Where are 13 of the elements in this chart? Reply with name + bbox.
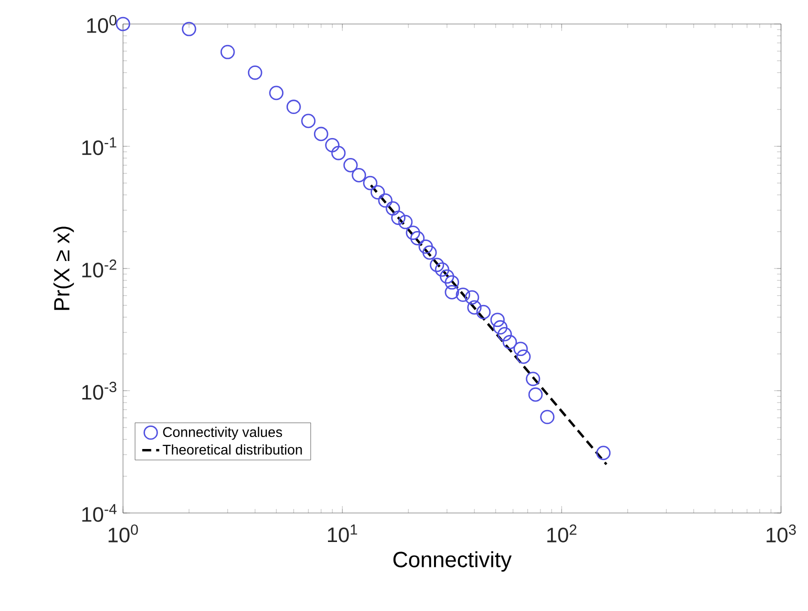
x-axis-title: Connectivity (393, 551, 512, 572)
y-tick-label: 10$^{-3}$ (82, 382, 116, 400)
y-tick-label: 10$^{-4}$ (82, 504, 117, 522)
y-tick-label: 10$^{0}$ (87, 15, 116, 33)
x-tick-label: 10$^{3}$ (766, 524, 796, 542)
x-tick-label: 10$^{1}$ (328, 524, 358, 542)
y-axis-title: Pr(X ≥ x) (53, 226, 74, 310)
legend-label: Connectivity values (163, 426, 282, 440)
x-tick-label: 10$^{0}$ (108, 524, 138, 542)
y-tick-label: 10$^{-1}$ (82, 137, 116, 156)
y-tick-label: 10$^{-2}$ (82, 260, 116, 278)
x-tick-label: 10$^{2}$ (547, 524, 576, 542)
legend-label: Theoretical distribution (162, 444, 302, 455)
